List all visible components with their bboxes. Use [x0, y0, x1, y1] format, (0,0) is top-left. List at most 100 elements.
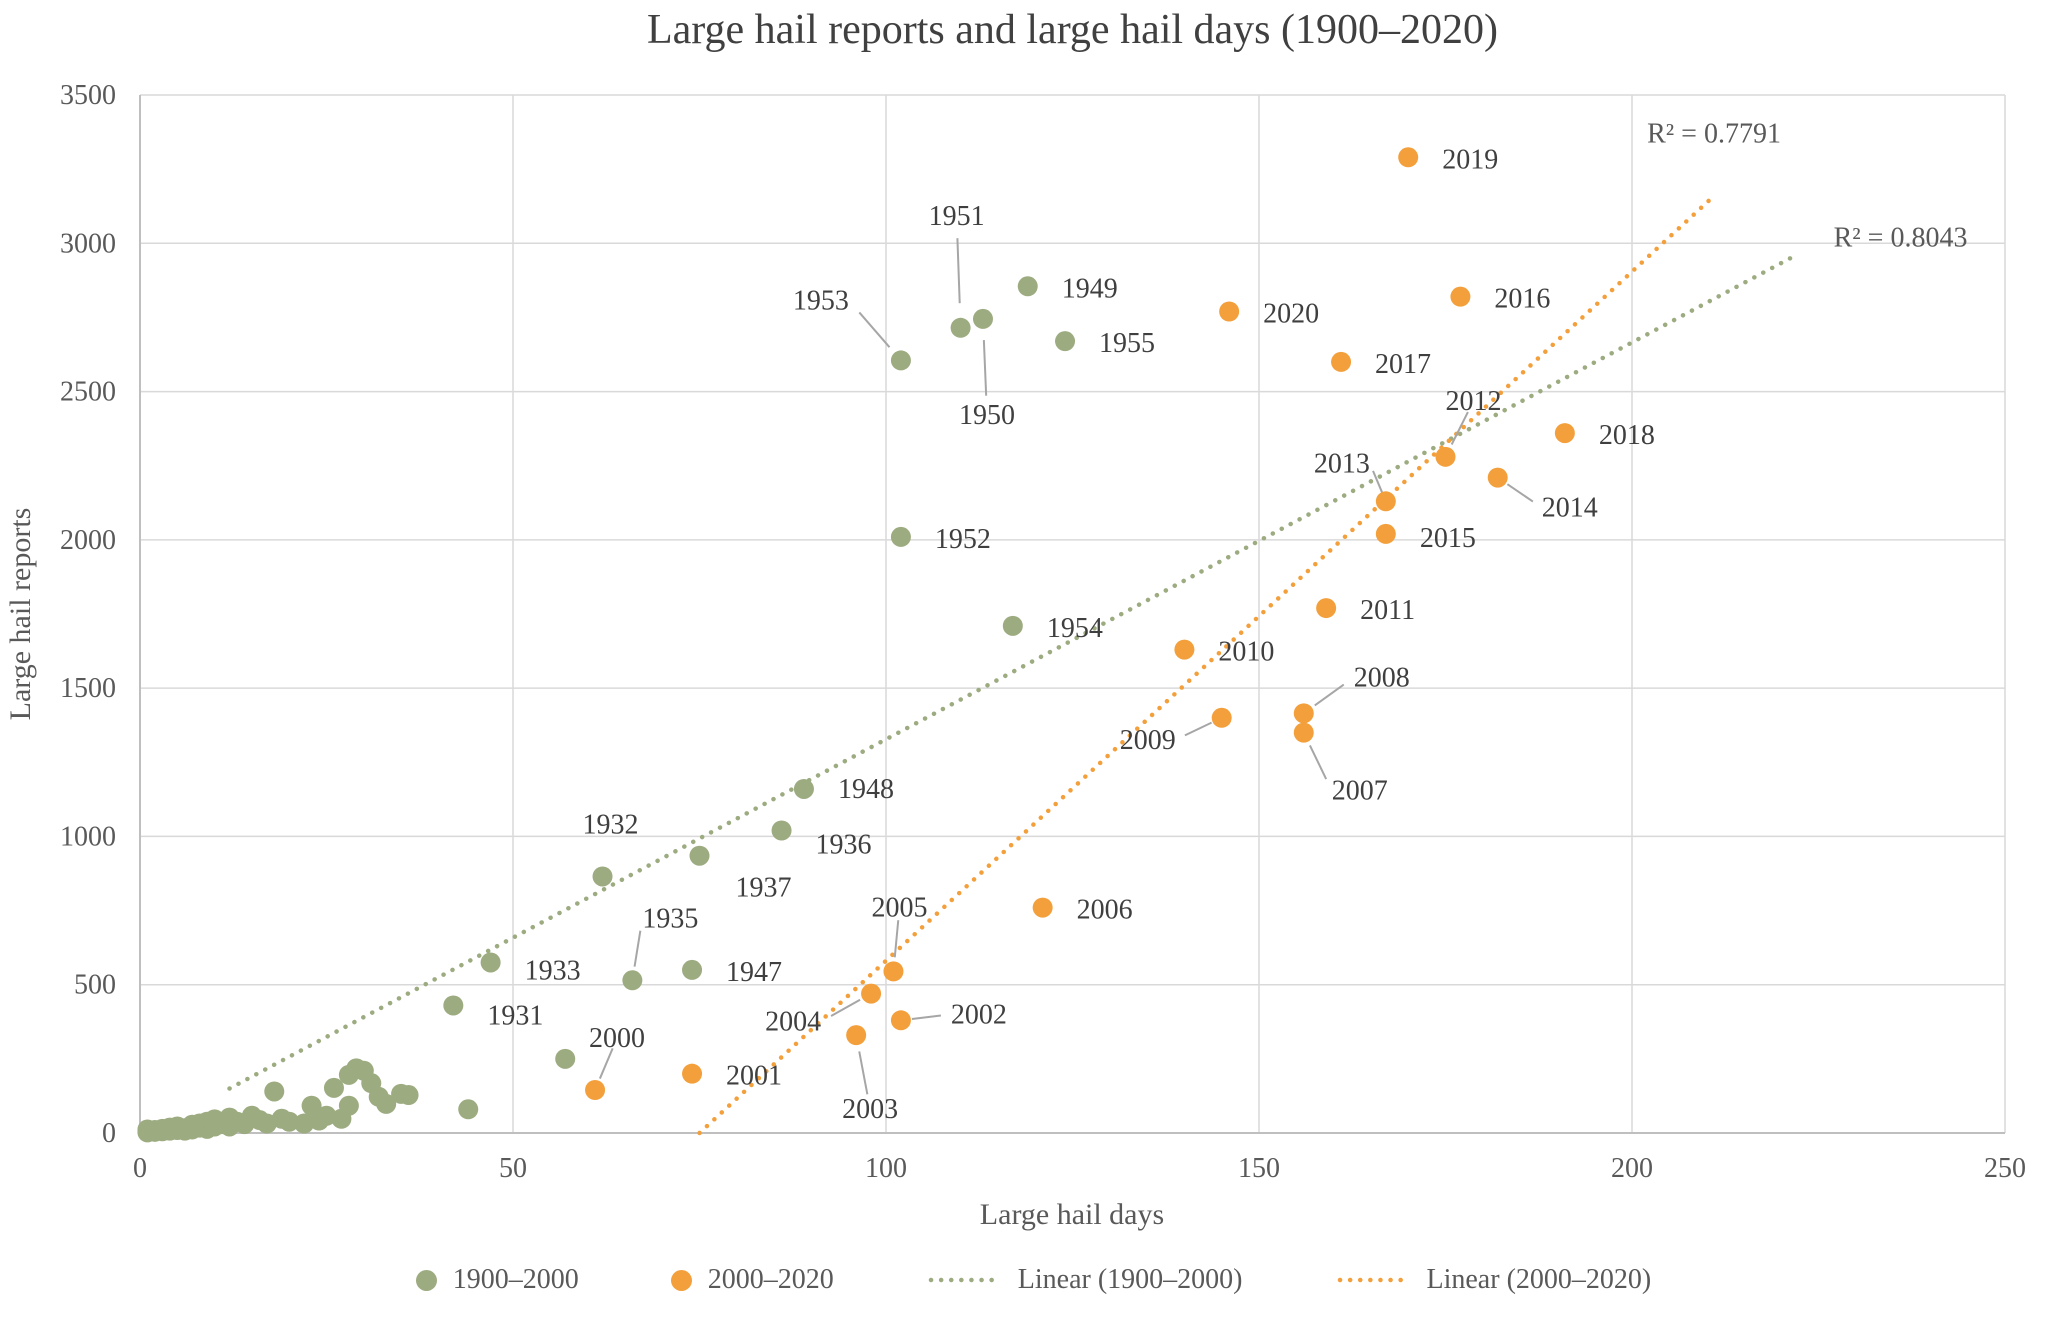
point-label-1950: 1950: [959, 400, 1015, 431]
point-label-1953: 1953: [793, 285, 849, 316]
data-point: [376, 1093, 397, 1114]
point-label-1948: 1948: [838, 774, 894, 805]
data-point-2020: [1219, 301, 1240, 322]
point-label-2000: 2000: [589, 1023, 645, 1054]
data-point-2017: [1331, 351, 1352, 372]
point-label-2008: 2008: [1354, 662, 1410, 693]
data-point-2016: [1450, 286, 1471, 307]
data-point-1955: [1055, 331, 1076, 352]
x-tick-label: 50: [499, 1153, 527, 1184]
data-point-2001: [682, 1063, 703, 1084]
data-point-2002: [890, 1010, 911, 1031]
legend-item: Linear (2000–2020): [1335, 1264, 1651, 1296]
point-label-1932: 1932: [583, 809, 639, 840]
data-point: [458, 1099, 479, 1120]
point-label-1937: 1937: [736, 873, 792, 904]
leader-line-2012: [1450, 411, 1469, 445]
data-point-2005: [883, 961, 904, 982]
data-point-2015: [1375, 523, 1396, 544]
legend-dot-marker-icon: [415, 1269, 437, 1291]
data-point-2003: [846, 1025, 867, 1046]
leader-line-1953: [858, 311, 891, 348]
data-point-1952: [890, 526, 911, 547]
data-point: [264, 1081, 285, 1102]
data-point: [316, 1105, 337, 1126]
y-tick-label: 3500: [60, 80, 116, 111]
legend-dotted-line-marker-icon: [926, 1275, 1002, 1285]
point-label-2013: 2013: [1314, 448, 1370, 479]
point-label-2015: 2015: [1420, 523, 1476, 554]
y-tick-label: 2500: [60, 377, 116, 408]
point-label-2012: 2012: [1446, 386, 1502, 417]
x-tick-label: 250: [1984, 1153, 2026, 1184]
leader-line-1950: [982, 339, 988, 396]
data-point: [323, 1077, 344, 1098]
data-point-2007: [1293, 722, 1314, 743]
data-point-1936: [771, 820, 792, 841]
point-label-2019: 2019: [1442, 144, 1498, 175]
y-tick-label: 500: [74, 970, 116, 1001]
x-tick-label: 200: [1611, 1153, 1653, 1184]
data-point-1949: [1017, 276, 1038, 297]
point-label-1931: 1931: [487, 1000, 543, 1031]
x-tick-label: 100: [865, 1153, 907, 1184]
point-label-1935: 1935: [642, 903, 698, 934]
data-point-2004: [861, 983, 882, 1004]
point-label-1952: 1952: [935, 524, 991, 555]
leader-line-1935: [633, 930, 642, 967]
trendlines: R² = 0.8043 R² = 0.7791: [227, 118, 1968, 1136]
chart-title: Large hail reports and large hail days (…: [646, 7, 1499, 53]
y-tick-label: 0: [102, 1118, 116, 1149]
axis-tick-labels: 0 50 100 150 200 2500500100015002000250030003…: [60, 80, 2026, 1184]
leader-line-2005: [893, 920, 900, 958]
point-label-2001: 2001: [726, 1061, 782, 1092]
data-point-1933: [480, 952, 501, 973]
point-label-2018: 2018: [1599, 420, 1655, 451]
data-point-2018: [1554, 423, 1575, 444]
point-label-2014: 2014: [1542, 493, 1598, 524]
point-label-1947: 1947: [726, 957, 782, 988]
data-point-2006: [1032, 897, 1053, 918]
y-axis-title: Large hail reports: [4, 508, 37, 721]
point-label-2006: 2006: [1077, 895, 1133, 926]
legend-dotted-line-marker-icon: [1335, 1275, 1411, 1285]
trendline: [227, 252, 1799, 1091]
data-point-1931: [443, 995, 464, 1016]
data-point-1948: [793, 778, 814, 799]
data-point: [279, 1111, 300, 1132]
point-label-2005: 2005: [871, 892, 927, 923]
data-point: [301, 1095, 322, 1116]
point-label-2017: 2017: [1375, 349, 1431, 380]
data-point-1932: [592, 866, 613, 887]
data-point-2013: [1375, 491, 1396, 512]
series-2000-2020: 2000 2001 2002 2003 2004 2005 2006 2007 2008 2009…: [585, 144, 1655, 1125]
y-tick-label: 2000: [60, 525, 116, 556]
data-point: [555, 1048, 576, 1069]
legend-label: Linear (1900–2000): [1017, 1264, 1243, 1295]
legend-label: 1900–2000: [452, 1264, 579, 1295]
data-point-1935: [622, 970, 643, 991]
data-point-2014: [1487, 467, 1508, 488]
data-point: [338, 1095, 359, 1116]
legend-item: 1900–2000: [415, 1264, 579, 1296]
point-label-1933: 1933: [525, 955, 581, 986]
r-squared-label: R² = 0.8043: [1834, 222, 1968, 253]
point-label-2003: 2003: [842, 1094, 898, 1125]
data-point-2019: [1398, 147, 1419, 168]
point-label-1949: 1949: [1062, 273, 1118, 304]
data-point-1953: [890, 350, 911, 371]
y-tick-label: 3000: [60, 228, 116, 259]
data-point-1947: [682, 959, 703, 980]
point-label-1955: 1955: [1099, 328, 1155, 359]
data-point-2011: [1316, 598, 1337, 619]
point-label-2009: 2009: [1120, 725, 1176, 756]
leader-line-2009: [1184, 721, 1213, 737]
series-1900-2000: 1931 1932 1933 1935 1936 1937 1947 1948 1949 1950…: [137, 201, 1155, 1143]
leader-line-2013: [1372, 470, 1384, 494]
data-point-2010: [1174, 639, 1195, 660]
data-point-2000: [585, 1079, 606, 1100]
leader-line-2014: [1506, 483, 1534, 503]
x-tick-label: 0: [133, 1153, 147, 1184]
trendline: [697, 193, 1717, 1136]
